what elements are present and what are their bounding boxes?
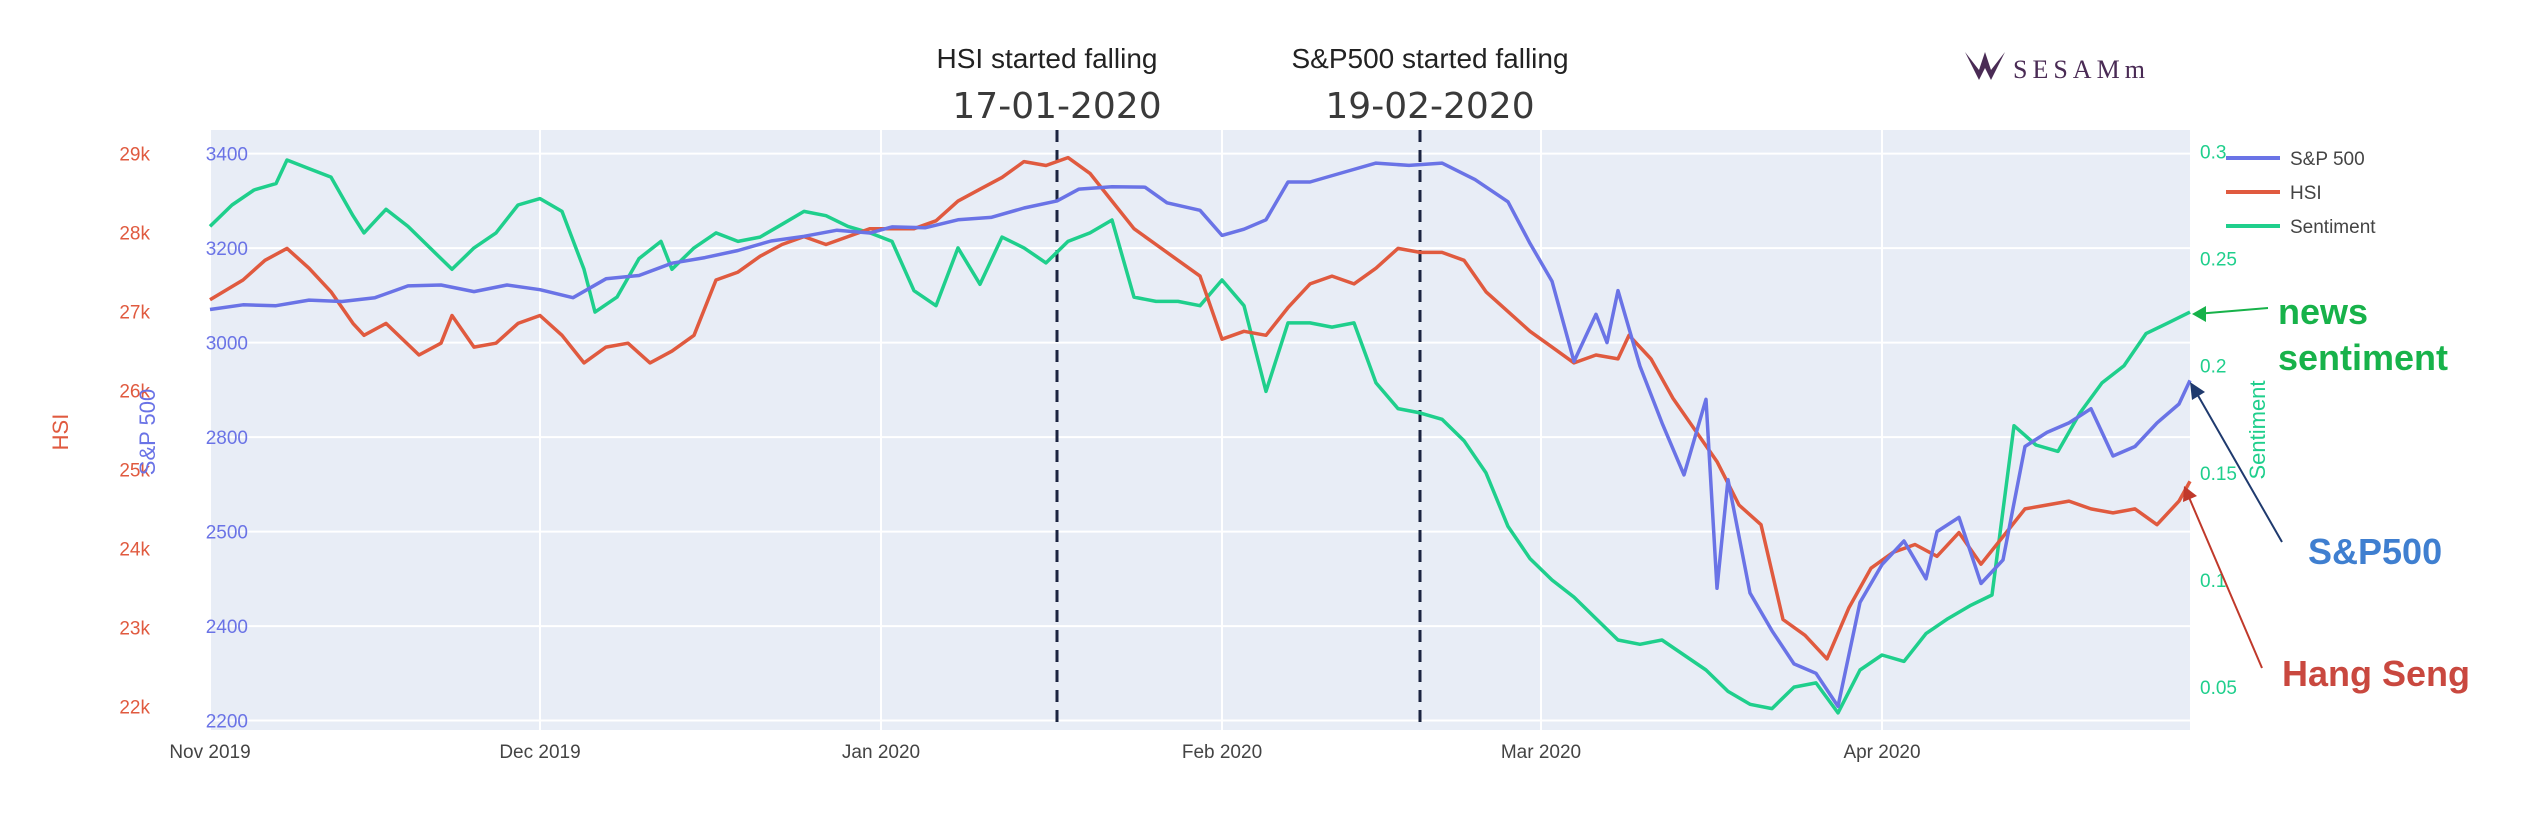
hsi-tick-label: 27k	[119, 303, 150, 324]
event-markers: HSI started falling 17-01-2020 S&P500 star…	[937, 43, 1569, 730]
x-tick-label: Jan 2020	[842, 742, 920, 763]
sp500-tick-label: 3200	[206, 239, 248, 260]
sentiment-axis-ticks: 0.05 0.1 0.15 0.2 0.25 0.3	[2200, 142, 2237, 699]
news-annotation-line2: sentiment	[2278, 337, 2448, 378]
legend-label: HSI	[2290, 183, 2322, 204]
event-label: HSI started falling	[937, 43, 1158, 74]
news-annotation-line1: news	[2278, 291, 2368, 332]
news-arrow	[2195, 307, 2269, 315]
sp500-tick-label: 2500	[206, 523, 248, 544]
hsi-axis-ticks: 22k 23k 24k 25k 26k 27k 28k 29k	[119, 145, 150, 719]
x-tick-label: Nov 2019	[169, 742, 250, 763]
x-tick-label: Mar 2020	[1501, 742, 1581, 763]
hang-seng-annotation: Hang Seng	[2282, 653, 2470, 694]
x-tick-label: Apr 2020	[1843, 742, 1920, 763]
hsi-axis-title: HSI	[48, 414, 73, 451]
event-label: S&P500 started falling	[1291, 43, 1568, 74]
legend: S&P 500 HSI Sentiment	[2226, 149, 2376, 238]
hsi-tick-label: 26k	[119, 382, 150, 403]
sp500-arrow	[2195, 391, 2283, 543]
x-axis-ticks: Nov 2019 Dec 2019 Jan 2020 Feb 2020 Mar 2020…	[169, 742, 1920, 763]
hsi-tick-label: 25k	[119, 460, 150, 481]
annotations: news sentiment S&P500 Hang Seng	[2183, 291, 2470, 694]
series-line-sentiment	[208, 158, 2191, 715]
hsi-tick-label: 28k	[119, 224, 150, 245]
logo-text: SESAMm	[2013, 55, 2150, 84]
sp500-tick-label: 2400	[206, 617, 248, 638]
x-tick-label: Feb 2020	[1182, 742, 1262, 763]
event-date: 17-01-2020	[952, 86, 1161, 127]
hsi-tick-label: 23k	[119, 618, 150, 639]
hsi-tick-label: 24k	[119, 539, 150, 560]
sentiment-tick-label: 0.15	[2200, 464, 2237, 485]
brand-logo: SESAMm	[1965, 52, 2150, 84]
sentiment-tick-label: 0.05	[2200, 678, 2237, 699]
sentiment-axis-title: Sentiment	[2245, 380, 2270, 479]
sesamm-logo-icon	[1965, 52, 2005, 80]
sp500-axis-title: S&P 500	[135, 389, 160, 475]
legend-label: S&P 500	[2290, 149, 2365, 170]
legend-label: Sentiment	[2290, 217, 2376, 238]
hsi-tick-label: 22k	[119, 697, 150, 718]
sentiment-tick-label: 0.1	[2200, 571, 2226, 592]
sp500-tick-label: 3400	[206, 145, 248, 166]
sp500-tick-label: 3000	[206, 334, 248, 355]
sp500-annotation: S&P500	[2308, 531, 2442, 572]
event-date: 19-02-2020	[1325, 86, 1534, 127]
news-arrowhead	[2192, 306, 2206, 322]
sp500-tick-label: 2200	[206, 712, 248, 733]
hang-seng-arrow	[2187, 494, 2263, 669]
sentiment-tick-label: 0.25	[2200, 250, 2237, 271]
sp500-axis-ticks: 2200 2400 2500 2800 3000 3200 3400	[206, 145, 248, 733]
sentiment-tick-label: 0.3	[2200, 142, 2226, 163]
x-tick-label: Dec 2019	[499, 742, 580, 763]
hang-seng-arrowhead	[2183, 486, 2197, 502]
sentiment-tick-label: 0.2	[2200, 357, 2226, 378]
sp500-arrowhead	[2190, 382, 2205, 400]
series-line-hsi	[209, 155, 2192, 661]
series-lines	[208, 155, 2192, 715]
sp500-tick-label: 2800	[206, 428, 248, 449]
series-line-sp500	[209, 161, 2192, 709]
hsi-tick-label: 29k	[119, 145, 150, 166]
